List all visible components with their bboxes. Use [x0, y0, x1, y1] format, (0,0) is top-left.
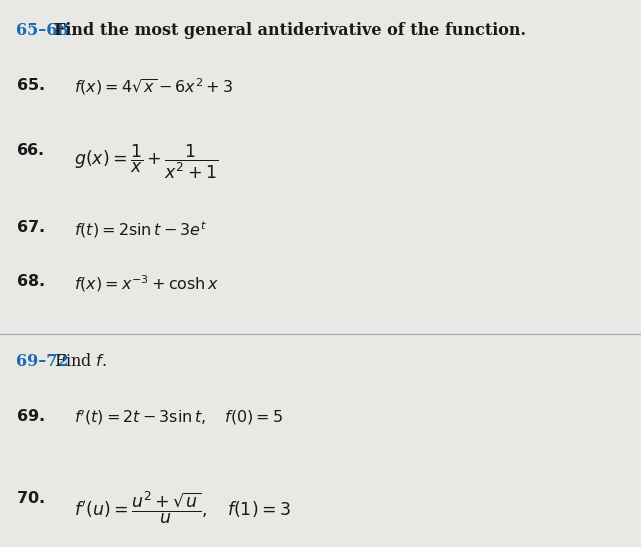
Text: $f(x) = x^{-3} + \cosh x$: $f(x) = x^{-3} + \cosh x$	[74, 274, 219, 294]
Text: $\mathbf{67.}$: $\mathbf{67.}$	[16, 219, 45, 236]
Text: $f'(u) = \dfrac{u^2 + \sqrt{u}}{u}, \quad f(1) = 3$: $f'(u) = \dfrac{u^2 + \sqrt{u}}{u}, \qua…	[74, 490, 290, 526]
Text: $f'(t) = 2t - 3\sin t, \quad f(0) = 5$: $f'(t) = 2t - 3\sin t, \quad f(0) = 5$	[74, 408, 283, 427]
Text: $\mathbf{68.}$: $\mathbf{68.}$	[16, 274, 45, 290]
Text: $\mathbf{66.}$: $\mathbf{66.}$	[16, 142, 44, 159]
Text: $f(t) = 2\sin t - 3e^{t}$: $f(t) = 2\sin t - 3e^{t}$	[74, 219, 207, 240]
Text: $\mathbf{65.}$: $\mathbf{65.}$	[16, 77, 45, 94]
Text: Find $f$.: Find $f$.	[54, 353, 108, 370]
Text: $g(x) = \dfrac{1}{x} + \dfrac{1}{x^2 + 1}$: $g(x) = \dfrac{1}{x} + \dfrac{1}{x^2 + 1…	[74, 142, 218, 181]
Text: $f(x) = 4\sqrt{x} - 6x^2 + 3$: $f(x) = 4\sqrt{x} - 6x^2 + 3$	[74, 77, 233, 97]
Text: Find the most general antiderivative of the function.: Find the most general antiderivative of …	[54, 22, 526, 39]
Text: $\mathbf{70.}$: $\mathbf{70.}$	[16, 490, 45, 507]
Text: $\mathbf{69.}$: $\mathbf{69.}$	[16, 408, 45, 424]
Text: 65–68: 65–68	[16, 22, 69, 39]
Text: 69–72: 69–72	[16, 353, 69, 370]
